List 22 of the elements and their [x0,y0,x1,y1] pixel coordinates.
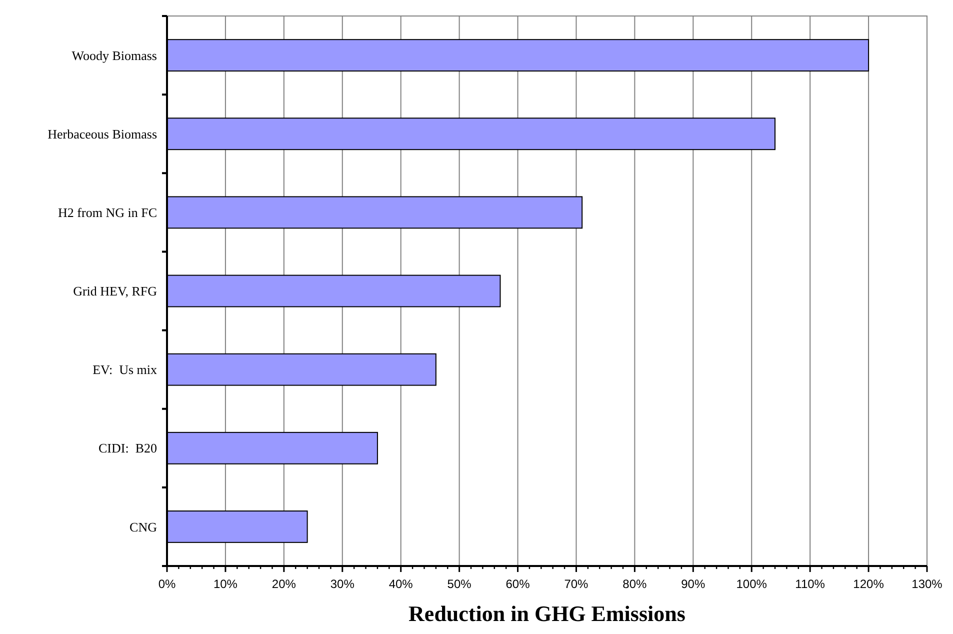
x-tick-label: 100% [736,577,768,591]
y-tick-label: Grid HEV, RFG [73,284,157,299]
x-axis-title: Reduction in GHG Emissions [408,601,686,626]
y-tick-label: Herbaceous Biomass [48,126,157,142]
y-tick-label: CIDI: B20 [98,440,157,456]
x-tick-label: 20% [272,577,296,591]
x-tick-label: 90% [681,577,706,591]
y-tick-label: CNG [130,519,157,534]
y-tick-label: H2 from NG in FC [58,204,157,220]
y-tick-label: Woody Biomass [72,48,157,63]
x-tick-label: 80% [622,577,648,591]
x-tick-label: 40% [388,577,414,591]
x-tick-label: 110% [795,577,826,591]
x-tick-label: 130% [912,577,943,591]
x-tick-label: 0% [158,577,176,591]
x-tick-label: 10% [213,577,238,591]
x-tick-label: 70% [564,577,589,591]
y-tick-label: EV: Us mix [92,362,158,378]
x-tick-label: 30% [330,577,355,591]
x-tick-label: 120% [853,577,884,591]
x-tick-label: 60% [506,577,530,591]
x-tick-label: 50% [447,577,472,591]
